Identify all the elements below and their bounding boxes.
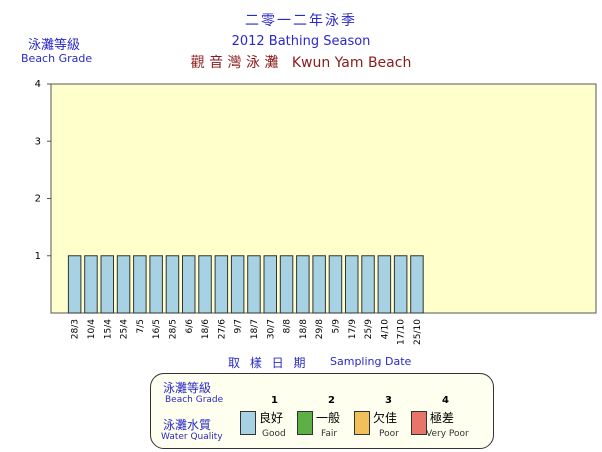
x-axis-tick-label: 17/10 xyxy=(397,319,407,345)
x-axis-tick-label: 10/4 xyxy=(87,319,97,339)
legend-item-2-english: Fair xyxy=(321,429,338,439)
beach-name-english: Kwun Yam Beach xyxy=(291,55,412,71)
legend-item-3-chinese: 欠佳 xyxy=(373,411,398,425)
bar xyxy=(328,255,343,314)
x-axis-tick-label: 18/7 xyxy=(250,319,260,339)
legend-grade-label-english: Beach Grade xyxy=(165,395,224,405)
y-axis-tick-label: 1 xyxy=(35,251,41,262)
bar-series xyxy=(67,255,424,314)
x-axis-tick-label: 25/4 xyxy=(120,319,130,339)
y-axis-label-chinese: 泳灘等級 xyxy=(28,38,81,53)
x-axis-tick-label: 7/5 xyxy=(136,319,146,333)
x-axis-tick-label: 5/9 xyxy=(331,319,341,334)
x-axis-tick-label: 25/10 xyxy=(413,319,423,345)
x-axis-tick-label: 17/9 xyxy=(348,319,358,339)
x-axis-tick-label: 28/3 xyxy=(71,319,81,339)
beach-name: 觀 音 灣 泳 灘 Kwun Yam Beach xyxy=(0,52,602,72)
legend-box: 泳灘等級 Beach Grade 泳灘水質 Water Quality 1 良好… xyxy=(150,373,494,449)
bar xyxy=(67,255,82,314)
x-axis-tick-label: 28/5 xyxy=(168,319,178,339)
y-axis: 1 2 3 4 xyxy=(35,79,51,262)
legend-grade-label-chinese: 泳灘等級 xyxy=(163,381,212,395)
legend-quality-label-chinese: 泳灘水質 xyxy=(163,418,212,432)
x-axis-tick-label: 29/8 xyxy=(315,319,325,339)
y-axis-tick-label: 4 xyxy=(35,79,41,90)
x-axis-tick-label: 8/8 xyxy=(283,319,293,334)
x-axis-tick-label: 15/4 xyxy=(103,319,113,339)
legend-item-3-english: Poor xyxy=(379,429,399,439)
bar xyxy=(84,255,98,314)
beach-name-chinese: 觀 音 灣 泳 灘 xyxy=(190,55,279,71)
bar xyxy=(263,255,277,314)
bar xyxy=(377,255,392,314)
x-axis-tick-label: 18/8 xyxy=(299,319,309,339)
x-axis-tick-labels: 28/3 10/4 15/4 25/4 7/5 16/5 28/5 6/6 18/6 27/6 9/… xyxy=(71,319,423,345)
bar xyxy=(133,255,147,314)
bar xyxy=(345,255,359,314)
legend-quality-label-english: Water Quality xyxy=(161,432,223,442)
y-axis-tick-label: 3 xyxy=(35,136,41,147)
x-axis-tick-label: 9/7 xyxy=(234,319,244,333)
bar xyxy=(149,255,163,314)
legend-swatch-very-poor xyxy=(411,411,427,435)
x-axis-tick-label: 27/6 xyxy=(217,319,227,339)
bar xyxy=(296,255,310,314)
bar xyxy=(116,255,131,314)
x-axis-tick-label: 6/6 xyxy=(185,319,195,334)
y-axis-label-english: Beach Grade xyxy=(21,52,93,65)
legend-item-4-english: Very Poor xyxy=(426,429,469,439)
y-axis-tick-label: 2 xyxy=(35,194,41,205)
legend-item-4-chinese: 極差 xyxy=(430,411,455,425)
bar xyxy=(312,255,326,314)
bar xyxy=(165,255,180,314)
chart-title-chinese: 二零一二年泳季 xyxy=(245,13,357,29)
legend-item-1-grade: 1 xyxy=(271,395,278,406)
bar xyxy=(410,255,424,314)
legend-swatch-good xyxy=(240,411,256,435)
bar xyxy=(361,255,375,314)
x-axis-tick-label: 16/5 xyxy=(152,319,162,339)
bar xyxy=(214,255,229,314)
legend-item-4-grade: 4 xyxy=(442,395,449,406)
x-axis-label-chinese: 取 樣 日 期 xyxy=(228,356,309,370)
legend-item-2-chinese: 一般 xyxy=(316,411,341,425)
x-axis-tick-label: 30/7 xyxy=(266,319,276,339)
legend-item-2-grade: 2 xyxy=(328,395,335,406)
bar xyxy=(393,255,408,314)
bar xyxy=(279,255,294,314)
legend-swatch-poor xyxy=(354,411,370,435)
chart-title-english: 2012 Bathing Season xyxy=(231,34,371,49)
legend-item-1-chinese: 良好 xyxy=(259,411,284,425)
bar xyxy=(182,255,196,314)
bar xyxy=(230,255,245,314)
x-axis-tick-label: 25/9 xyxy=(364,319,374,339)
x-axis-tick-label: 18/6 xyxy=(201,319,211,339)
x-axis-label-english: Sampling Date xyxy=(330,355,412,368)
legend-item-1-english: Good xyxy=(262,429,286,439)
legend-item-3-grade: 3 xyxy=(385,395,392,406)
bar xyxy=(198,255,212,314)
bar xyxy=(247,255,261,314)
bar xyxy=(100,255,114,314)
legend-swatch-fair xyxy=(297,411,313,435)
x-axis-tick-label: 4/10 xyxy=(380,319,390,339)
